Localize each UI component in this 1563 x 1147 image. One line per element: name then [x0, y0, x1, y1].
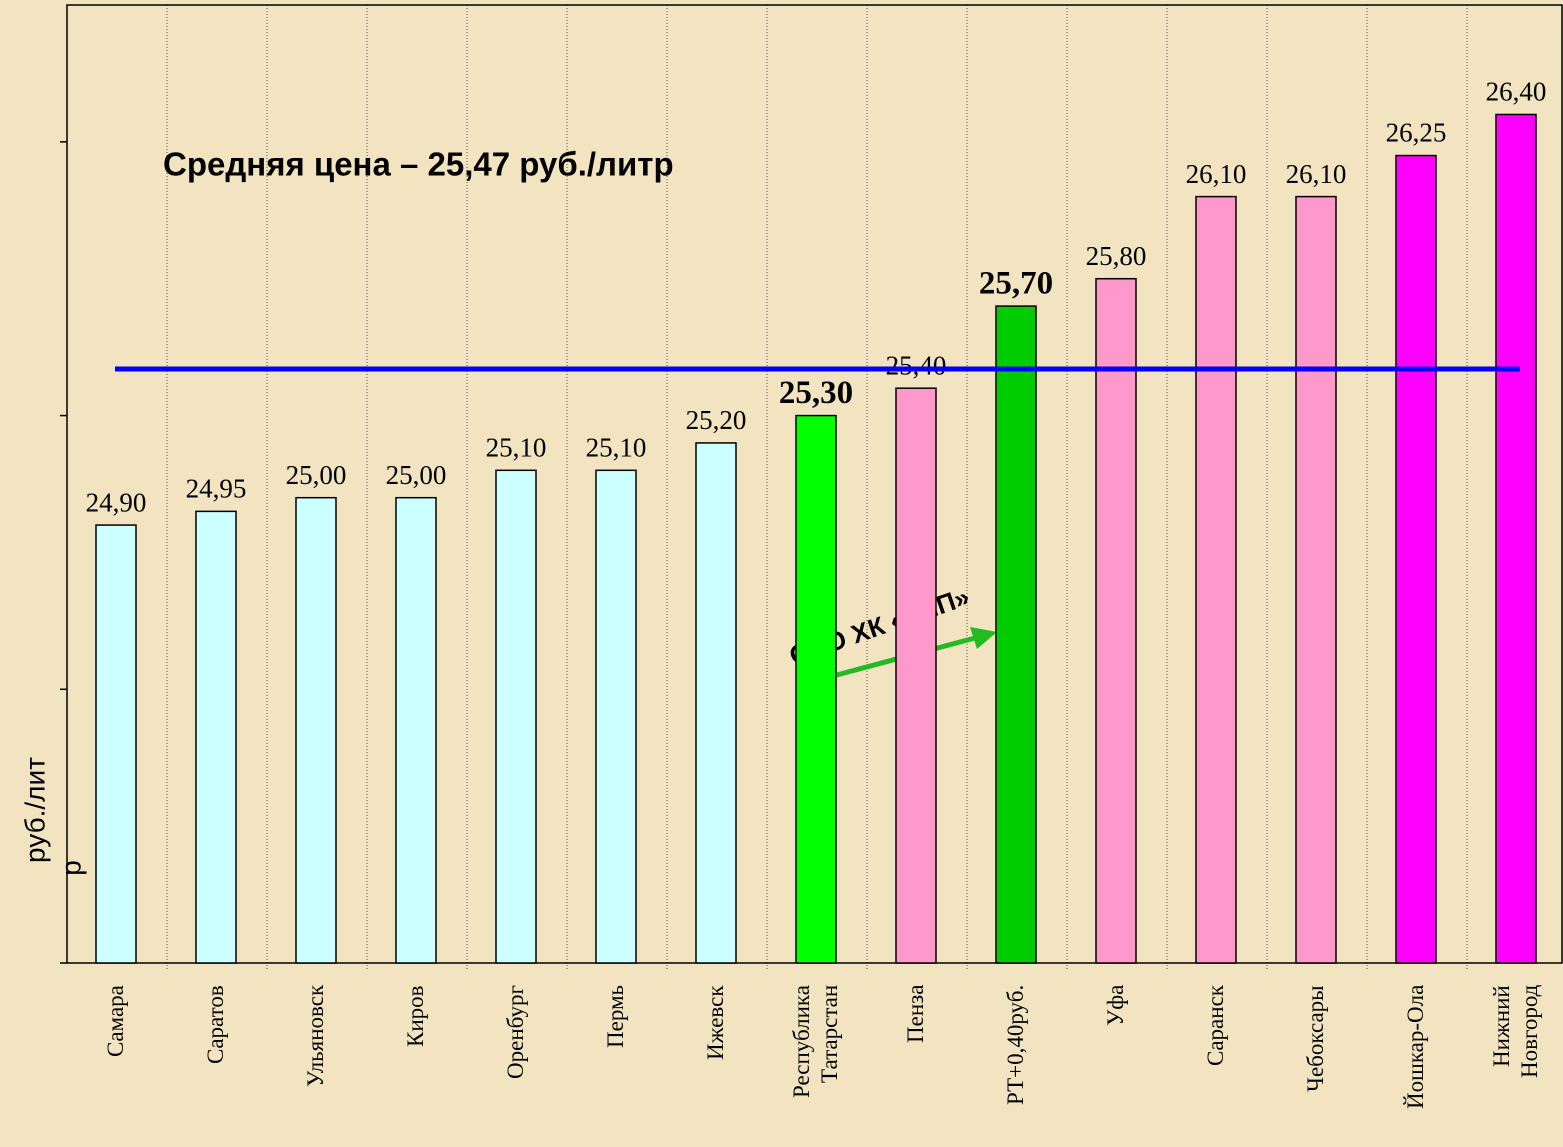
bar	[1195, 195, 1237, 964]
bar	[995, 305, 1037, 964]
bar	[1495, 113, 1537, 964]
value-label: 25,70	[979, 266, 1053, 302]
bar	[895, 387, 937, 964]
bar	[95, 524, 137, 964]
bar	[195, 510, 237, 964]
x-tick-label: Ульяновск	[303, 985, 328, 1088]
bar	[695, 442, 737, 964]
x-tick-label: Ижевск	[703, 985, 728, 1060]
y-axis-label: руб./лит	[19, 757, 50, 863]
value-label: 25,00	[386, 460, 447, 490]
value-label: 24,90	[86, 487, 147, 517]
bar	[1295, 195, 1337, 964]
bar	[795, 414, 837, 964]
x-tick-label: Уфа	[1103, 985, 1128, 1027]
x-tick-label: РТ+0,40руб.	[1003, 985, 1028, 1106]
value-label: 26,25	[1386, 118, 1447, 148]
value-label: 25,30	[779, 375, 853, 411]
bar	[1395, 154, 1437, 964]
value-label: 26,10	[1286, 159, 1347, 189]
bar	[295, 496, 337, 964]
bar	[495, 469, 537, 964]
average-label: Средняя цена – 25,47 руб./литр	[163, 146, 674, 183]
bar	[595, 469, 637, 964]
bar	[395, 496, 437, 964]
x-tick-label: Пермь	[603, 985, 628, 1049]
x-tick-label: Йошкар-Ола	[1403, 985, 1428, 1110]
value-label: 25,00	[286, 460, 347, 490]
x-tick-label: Нижний Новгород	[1489, 985, 1542, 1079]
value-label: 24,95	[186, 474, 247, 504]
bar	[1095, 277, 1137, 964]
value-label: 26,40	[1486, 77, 1547, 107]
x-tick-label: Саратов	[203, 985, 228, 1064]
value-label: 25,20	[686, 405, 747, 435]
x-tick-label: Чебоксары	[1303, 985, 1328, 1092]
x-tick-label: Оренбург	[503, 985, 528, 1079]
value-label: 25,40	[886, 350, 947, 380]
y-axis-label-extra: р	[55, 860, 86, 876]
x-tick-label: Киров	[403, 985, 428, 1047]
value-label: 25,80	[1086, 241, 1147, 271]
annotation-arrowhead	[970, 627, 997, 649]
value-label: 25,10	[486, 433, 547, 463]
x-tick-label: Самара	[103, 985, 128, 1057]
x-tick-label: Республика Татарстан	[789, 985, 842, 1098]
x-tick-label: Саранск	[1203, 985, 1228, 1066]
value-label: 25,10	[586, 433, 647, 463]
value-label: 26,10	[1186, 159, 1247, 189]
x-tick-label: Пенза	[903, 985, 928, 1044]
